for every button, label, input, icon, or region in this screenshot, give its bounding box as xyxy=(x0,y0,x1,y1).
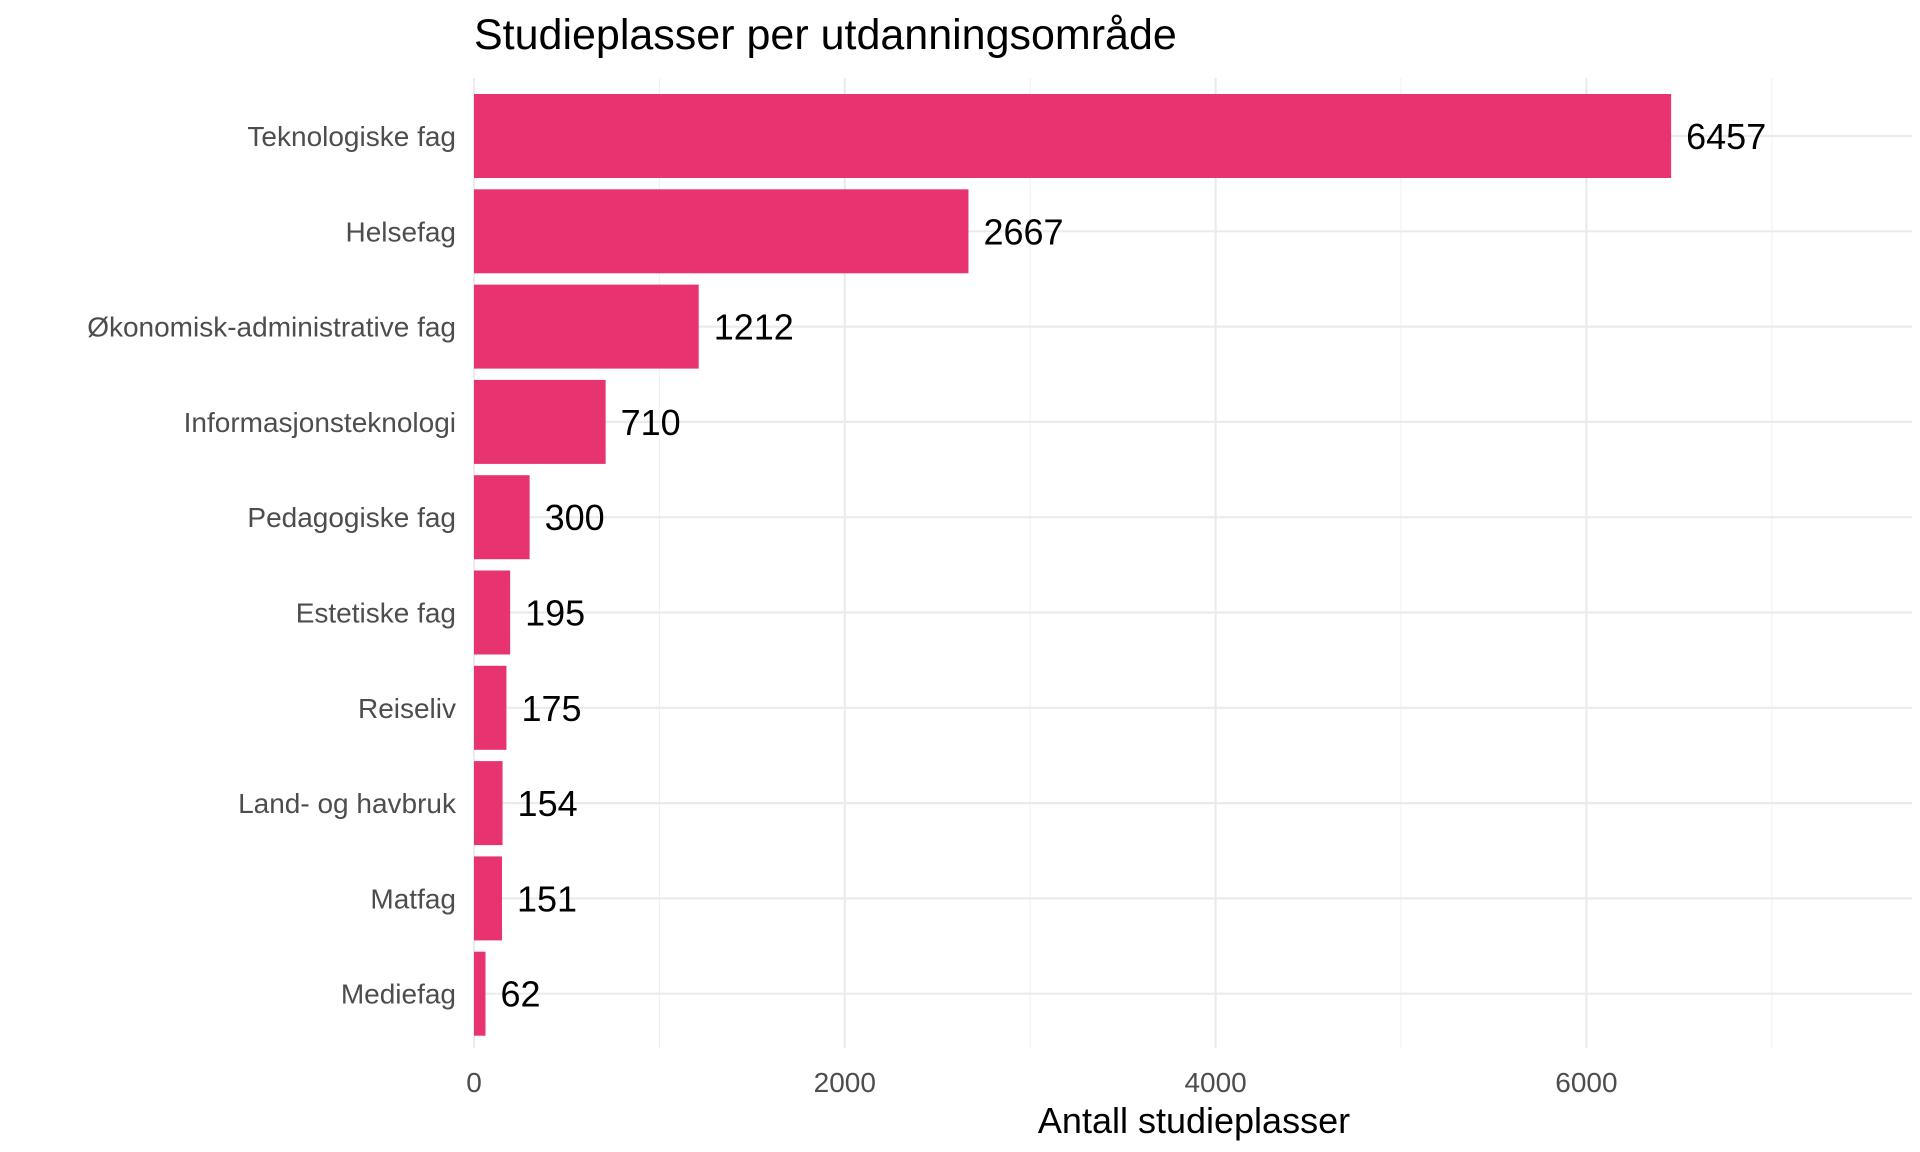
category-label: Helsefag xyxy=(345,216,456,247)
category-label: Informasjonsteknologi xyxy=(184,407,456,438)
bar xyxy=(474,475,530,560)
bar xyxy=(474,379,606,464)
data-label: 175 xyxy=(521,688,581,729)
data-label: 62 xyxy=(500,974,540,1015)
data-label: 151 xyxy=(517,878,577,919)
x-tick-labels: 0 2000 4000 6000 xyxy=(466,1067,1617,1098)
x-axis-title: Antall studieplasser xyxy=(1038,1100,1350,1141)
x-tick-label: 6000 xyxy=(1555,1067,1617,1098)
category-label: Matfag xyxy=(370,883,456,914)
x-tick-label: 0 xyxy=(466,1067,482,1098)
category-label: Teknologiske fag xyxy=(247,121,456,152)
bar xyxy=(474,856,502,941)
bar xyxy=(474,951,486,1036)
data-label: 154 xyxy=(518,783,578,824)
category-label: Reiseliv xyxy=(358,693,456,724)
bar xyxy=(474,761,503,846)
data-label: 1212 xyxy=(714,307,794,348)
bar xyxy=(474,284,699,369)
bar xyxy=(474,570,511,655)
data-label: 710 xyxy=(621,402,681,443)
data-label: 195 xyxy=(525,593,585,634)
category-label: Pedagogiske fag xyxy=(247,502,456,533)
x-tick-label: 2000 xyxy=(814,1067,876,1098)
bars xyxy=(474,94,1672,1036)
category-label: Land- og havbruk xyxy=(238,788,457,819)
data-label: 6457 xyxy=(1686,116,1766,157)
category-label: Mediefag xyxy=(341,979,456,1010)
data-label: 2667 xyxy=(983,211,1063,252)
bar xyxy=(474,94,1672,178)
category-label: Estetiske fag xyxy=(296,598,456,629)
chart-title: Studieplasser per utdanningsområde xyxy=(474,11,1177,59)
value-labels: 6457 2667 1212 710 300 195 175 154 151 62 xyxy=(500,116,1766,1015)
category-labels: Teknologiske fag Helsefag Økonomisk-admini… xyxy=(87,121,457,1010)
bar xyxy=(474,665,507,750)
data-label: 300 xyxy=(545,497,605,538)
bar xyxy=(474,189,969,274)
category-label: Økonomisk-administrative fag xyxy=(87,312,456,343)
x-tick-label: 4000 xyxy=(1184,1067,1246,1098)
